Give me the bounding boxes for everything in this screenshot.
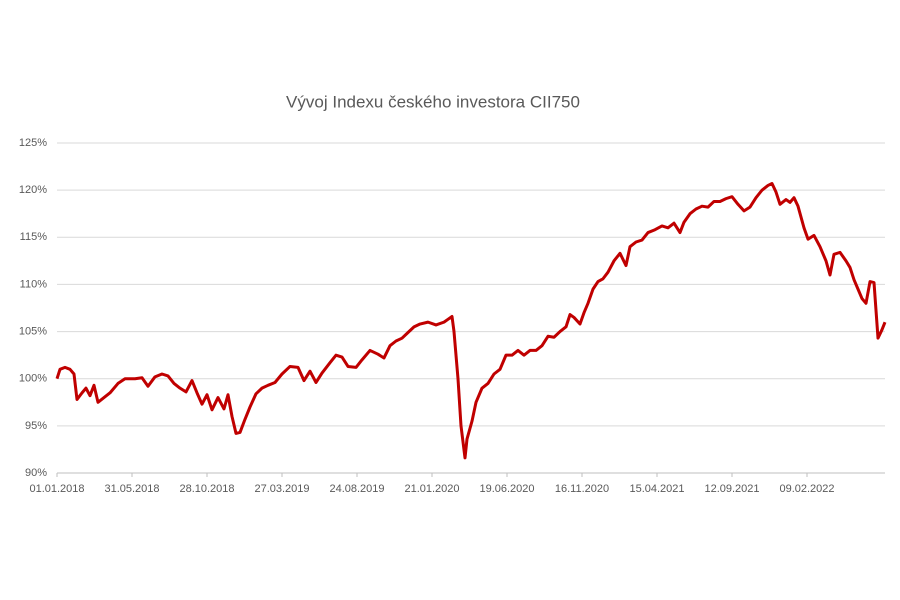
line-series — [55, 182, 887, 460]
x-tick-label: 19.06.2020 — [479, 483, 534, 495]
x-tick-label: 31.05.2018 — [104, 483, 159, 495]
x-tick-label: 24.08.2019 — [329, 483, 384, 495]
y-tick-label: 90% — [25, 467, 47, 479]
x-tick-label: 15.04.2021 — [629, 483, 684, 495]
x-tick-label: 01.01.2018 — [29, 483, 84, 495]
x-tick-label: 16.11.2020 — [555, 483, 609, 495]
x-tick-label: 21.01.2020 — [404, 483, 459, 495]
x-tick-label: 12.09.2021 — [704, 483, 759, 495]
x-tick-label: 28.10.2018 — [179, 483, 234, 495]
x-tick-label: 27.03.2019 — [254, 483, 309, 495]
y-tick-label: 100% — [19, 373, 47, 385]
y-tick-label: 95% — [25, 420, 47, 432]
y-tick-label: 125% — [19, 137, 47, 149]
y-tick-label: 120% — [19, 184, 47, 196]
chart-title: Vývoj Indexu českého investora CII750 — [286, 92, 580, 111]
y-tick-label: 110% — [20, 278, 48, 290]
y-tick-label: 105% — [19, 325, 47, 337]
y-tick-label: 115% — [20, 231, 48, 243]
x-tick-label: 09.02.2022 — [779, 483, 834, 495]
